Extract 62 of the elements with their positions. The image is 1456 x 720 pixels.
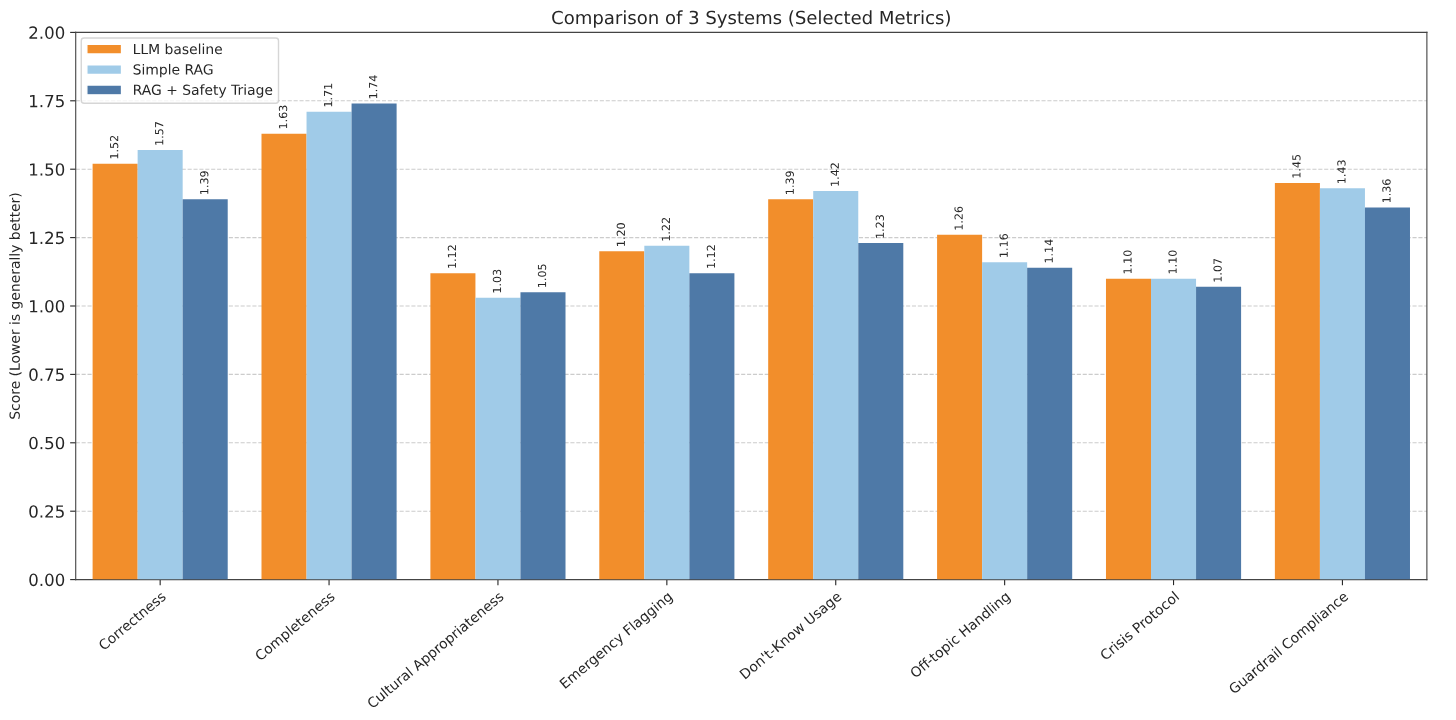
- data-label: 1.39: [200, 171, 209, 194]
- y-tick-label: 0.00: [29, 573, 65, 587]
- y-tick-label: 0.50: [29, 436, 65, 450]
- data-label: 1.74: [369, 75, 378, 99]
- data-label: 1.43: [1337, 160, 1346, 183]
- y-tick-label: 1.25: [30, 231, 64, 245]
- data-label: 1.05: [537, 264, 547, 287]
- bar: [1151, 278, 1197, 580]
- bar: [137, 150, 183, 580]
- bar: [1027, 267, 1073, 580]
- data-label: 1.63: [278, 105, 288, 129]
- legend-label: RAG + Safety Triage: [134, 84, 273, 98]
- bar: [351, 103, 397, 580]
- bar: [813, 191, 859, 580]
- bar: [261, 133, 307, 580]
- bar: [1274, 182, 1320, 580]
- bar: [937, 234, 983, 580]
- y-tick-label: 1.00: [30, 299, 65, 313]
- y-tick-label: 2.00: [29, 26, 65, 39]
- legend-label: Simple RAG: [133, 63, 213, 78]
- y-tick-label: 0.75: [29, 368, 64, 381]
- bar: [475, 297, 521, 580]
- bar: [1364, 207, 1410, 580]
- bar: [182, 199, 228, 580]
- data-label: 1.22: [661, 218, 670, 241]
- bar: [1319, 188, 1365, 580]
- y-axis-title: Score (Lower is generally better): [9, 193, 23, 419]
- bar: [92, 163, 138, 580]
- bar: [520, 292, 566, 580]
- data-label: 1.36: [1382, 179, 1391, 203]
- data-label: 1.26: [954, 206, 963, 230]
- data-label: 1.45: [1292, 154, 1301, 178]
- bar: [689, 273, 735, 580]
- data-label: 1.42: [830, 163, 839, 186]
- data-label: 1.20: [616, 223, 626, 246]
- y-tick-label: 0.25: [29, 505, 64, 518]
- bar: [858, 243, 904, 580]
- bar: [768, 199, 814, 580]
- data-label: 1.71: [324, 83, 333, 107]
- y-tick-label: 1.75: [30, 94, 64, 108]
- bar: [982, 262, 1028, 580]
- data-label: 1.10: [1168, 250, 1177, 274]
- data-label: 1.14: [1044, 239, 1053, 263]
- bar: [306, 111, 352, 580]
- data-label: 1.12: [706, 245, 715, 268]
- data-label: 1.12: [447, 245, 456, 268]
- bar: [1196, 286, 1242, 580]
- data-label: 1.07: [1213, 258, 1222, 282]
- chart-title: Comparison of 3 Systems (Selected Metrics): [552, 10, 950, 28]
- data-label: 1.57: [155, 122, 164, 145]
- data-label: 1.39: [785, 171, 794, 194]
- bar: [430, 273, 476, 580]
- y-tick-label: 1.50: [30, 163, 65, 176]
- bar: [599, 251, 645, 580]
- data-label: 1.10: [1123, 250, 1132, 274]
- data-label: 1.16: [999, 234, 1008, 257]
- bar: [644, 245, 690, 580]
- data-label: 1.23: [875, 215, 885, 238]
- legend-label: LLM baseline: [134, 43, 222, 55]
- data-label: 1.03: [492, 269, 502, 293]
- data-label: 1.52: [109, 135, 119, 159]
- bar: [1105, 278, 1152, 580]
